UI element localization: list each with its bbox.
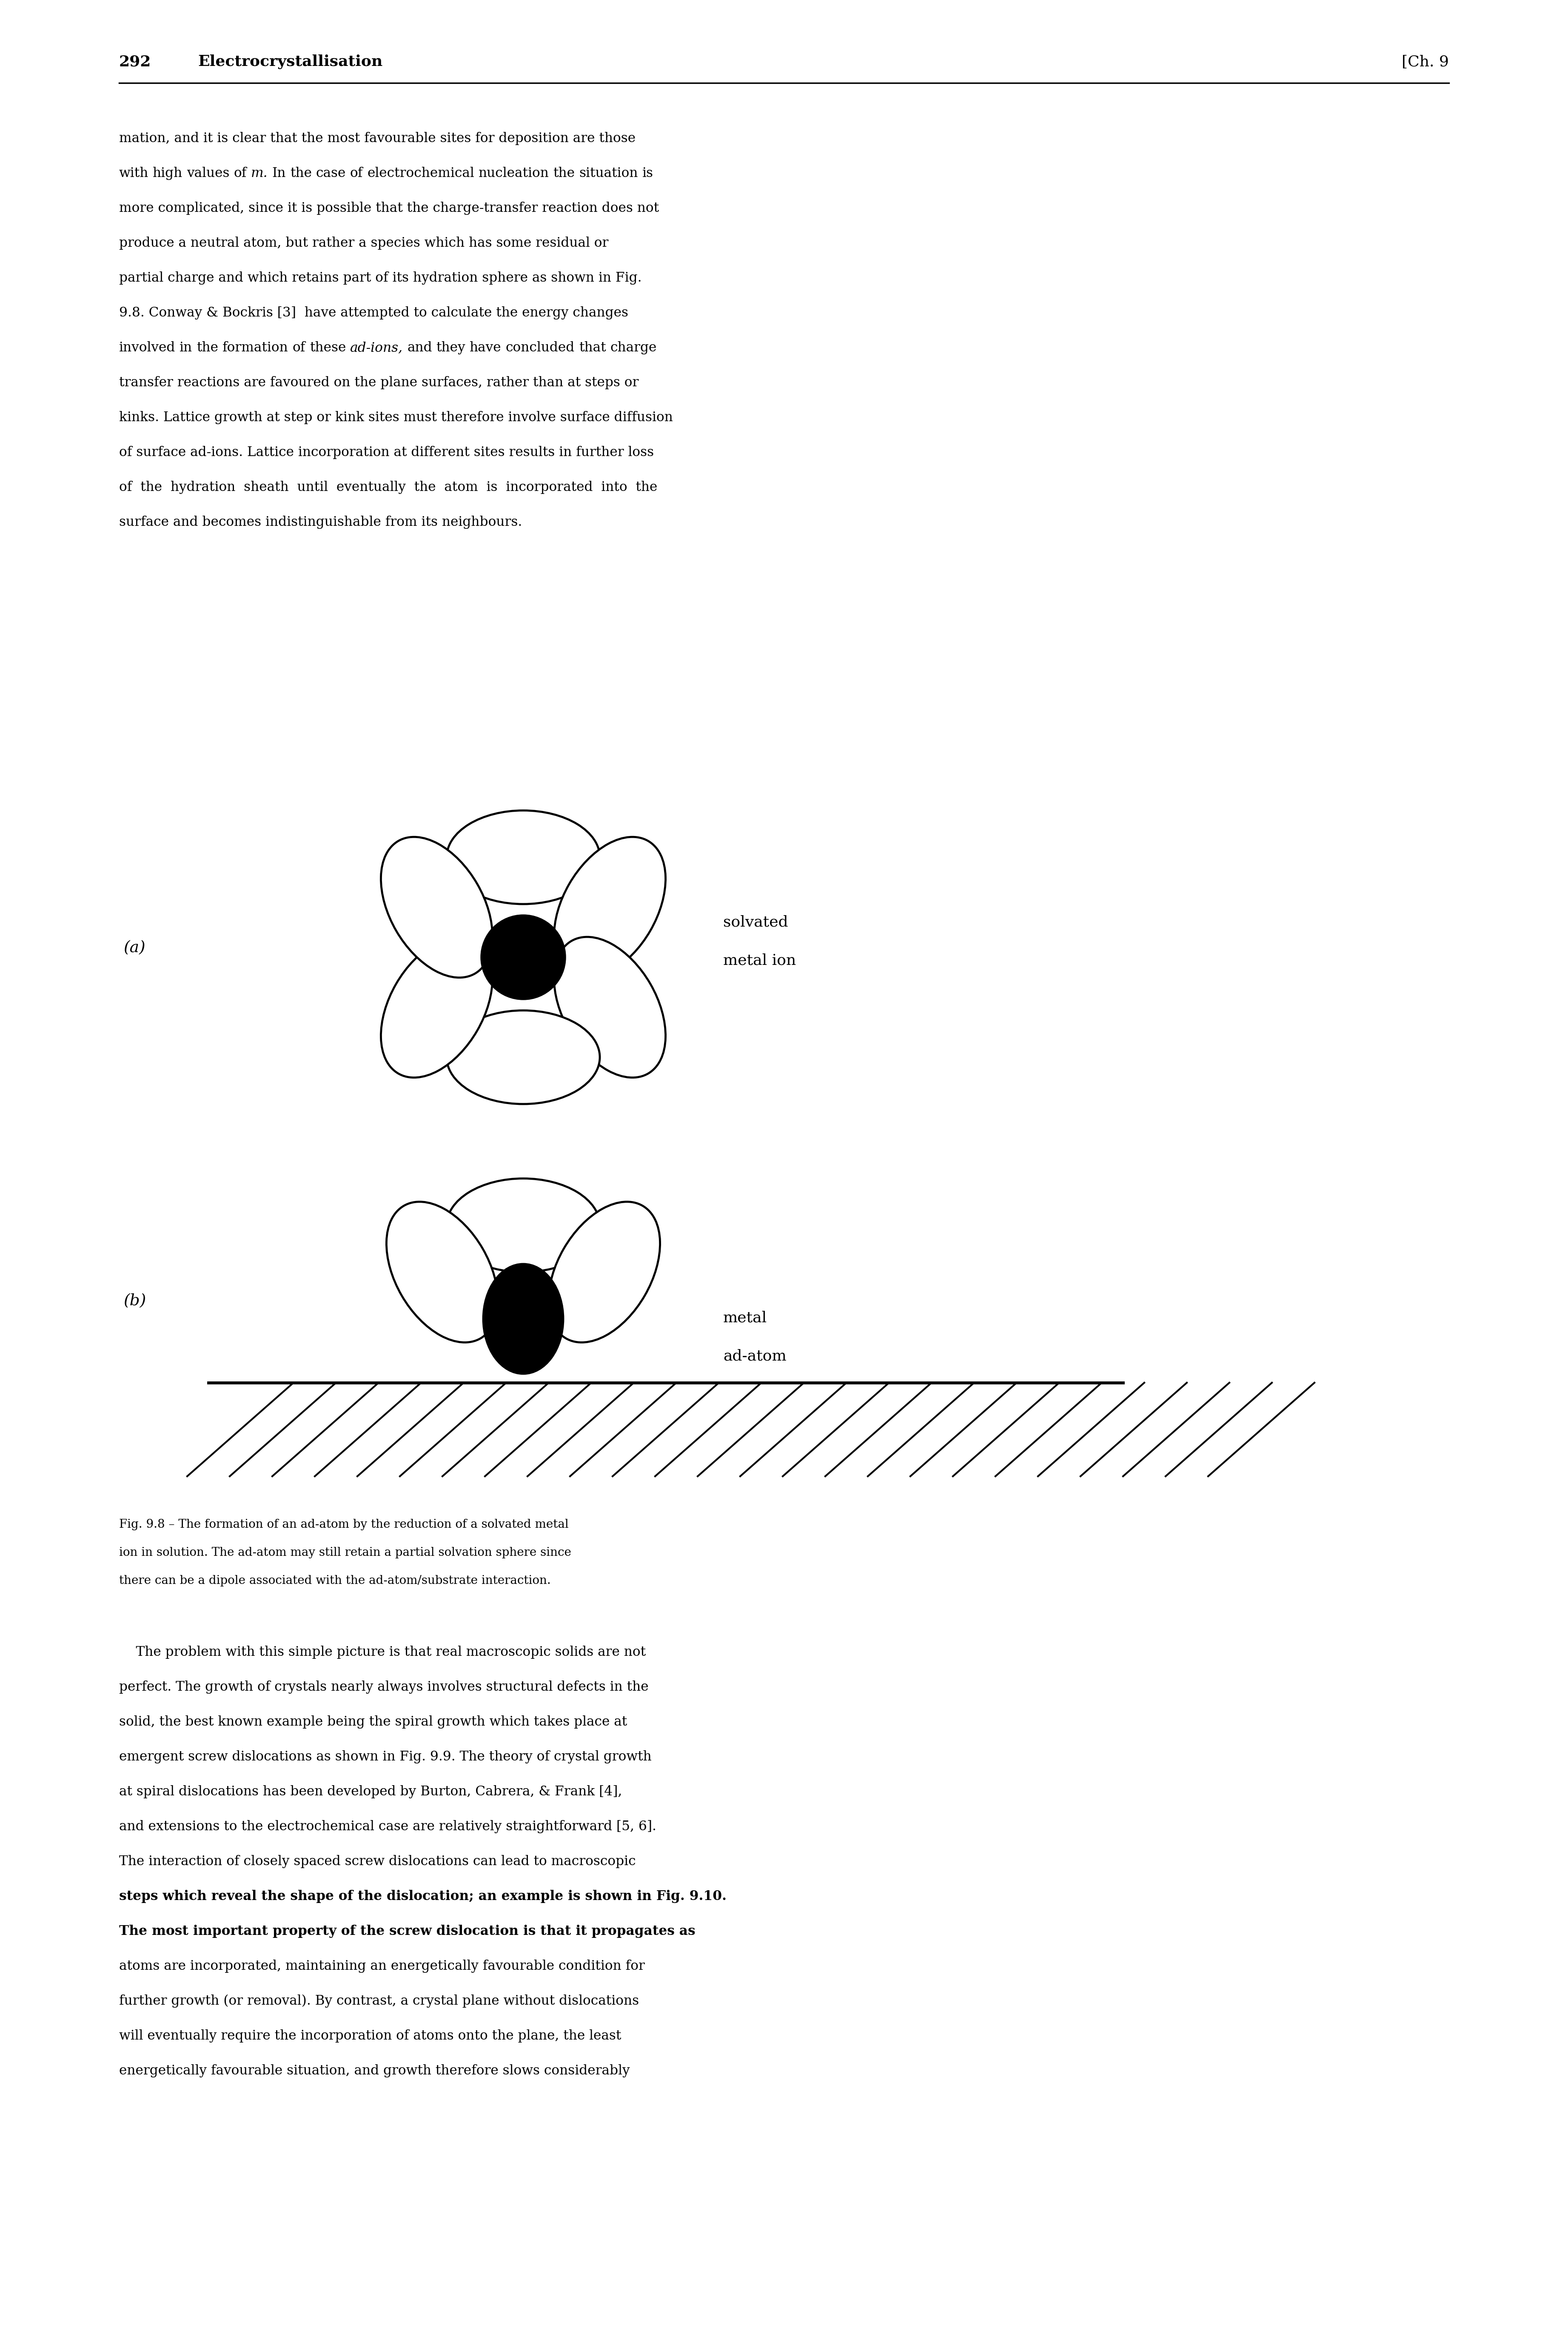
Text: The interaction of closely spaced screw dislocations can lead to macroscopic: The interaction of closely spaced screw … <box>119 1855 635 1869</box>
Text: atoms are incorporated, maintaining an energetically favourable condition for: atoms are incorporated, maintaining an e… <box>119 1961 644 1972</box>
Text: emergent screw dislocations as shown in Fig. 9.9. The theory of crystal growth: emergent screw dislocations as shown in … <box>119 1749 652 1763</box>
Text: (b): (b) <box>124 1293 146 1310</box>
Text: metal: metal <box>723 1310 767 1326</box>
Text: solid, the best known example being the spiral growth which takes place at: solid, the best known example being the … <box>119 1716 627 1728</box>
Text: the: the <box>196 341 218 355</box>
Text: Electrocrystallisation: Electrocrystallisation <box>198 54 383 68</box>
Text: situation: situation <box>579 167 638 181</box>
Text: surface and becomes indistinguishable from its neighbours.: surface and becomes indistinguishable fr… <box>119 515 522 529</box>
Ellipse shape <box>447 811 601 905</box>
Text: the: the <box>554 167 575 181</box>
Text: m.: m. <box>251 167 268 181</box>
Text: [Ch. 9: [Ch. 9 <box>1402 54 1449 68</box>
Text: electrochemical: electrochemical <box>367 167 474 181</box>
Text: case: case <box>315 167 347 181</box>
Text: ad-ions,: ad-ions, <box>350 341 403 355</box>
Ellipse shape <box>554 938 665 1077</box>
Text: (a): (a) <box>124 940 146 955</box>
Text: The most important property of the screw dislocation is that it propagates as: The most important property of the screw… <box>119 1925 695 1937</box>
Text: charge: charge <box>610 341 657 355</box>
Text: nucleation: nucleation <box>478 167 549 181</box>
Text: of: of <box>234 167 246 181</box>
Text: transfer reactions are favoured on the plane surfaces, rather than at steps or: transfer reactions are favoured on the p… <box>119 376 638 390</box>
Ellipse shape <box>447 1011 601 1105</box>
Text: and: and <box>408 341 433 355</box>
Text: of: of <box>350 167 362 181</box>
Ellipse shape <box>549 1201 660 1342</box>
Ellipse shape <box>381 837 492 978</box>
Text: the: the <box>290 167 312 181</box>
Text: and extensions to the electrochemical case are relatively straightforward [5, 6]: and extensions to the electrochemical ca… <box>119 1820 657 1834</box>
Text: of  the  hydration  sheath  until  eventually  the  atom  is  incorporated  into: of the hydration sheath until eventually… <box>119 480 657 494</box>
Text: there can be a dipole associated with the ad-atom/substrate interaction.: there can be a dipole associated with th… <box>119 1575 550 1587</box>
Text: is: is <box>643 167 654 181</box>
Text: have: have <box>470 341 502 355</box>
Text: involved: involved <box>119 341 176 355</box>
Ellipse shape <box>483 1262 563 1375</box>
Text: 292: 292 <box>119 54 151 68</box>
Text: formation: formation <box>223 341 289 355</box>
Circle shape <box>481 915 566 999</box>
Text: metal ion: metal ion <box>723 952 797 969</box>
Text: further growth (or removal). By contrast, a crystal plane without dislocations: further growth (or removal). By contrast… <box>119 1994 640 2008</box>
Text: 9.8. Conway & Bockris [3]  have attempted to calculate the energy changes: 9.8. Conway & Bockris [3] have attempted… <box>119 306 629 320</box>
Text: ion in solution. The ad-atom may still retain a partial solvation sphere since: ion in solution. The ad-atom may still r… <box>119 1547 571 1559</box>
Text: concluded: concluded <box>505 341 574 355</box>
Text: of surface ad-ions. Lattice incorporation at different sites results in further : of surface ad-ions. Lattice incorporatio… <box>119 447 654 458</box>
Text: produce a neutral atom, but rather a species which has some residual or: produce a neutral atom, but rather a spe… <box>119 237 608 249</box>
Text: with: with <box>119 167 149 181</box>
Text: in: in <box>180 341 193 355</box>
Text: The problem with this simple picture is that real macroscopic solids are not: The problem with this simple picture is … <box>119 1646 646 1660</box>
Text: solvated: solvated <box>723 915 789 929</box>
Ellipse shape <box>554 837 665 978</box>
Ellipse shape <box>381 938 492 1077</box>
Text: ad-atom: ad-atom <box>723 1349 787 1364</box>
Text: mation, and it is clear that the most favourable sites for deposition are those: mation, and it is clear that the most fa… <box>119 132 635 146</box>
Text: Fig. 9.8 – The formation of an ad-atom by the reduction of a solvated metal: Fig. 9.8 – The formation of an ad-atom b… <box>119 1519 569 1531</box>
Text: In: In <box>271 167 285 181</box>
Text: partial charge and which retains part of its hydration sphere as shown in Fig.: partial charge and which retains part of… <box>119 270 641 284</box>
Text: values: values <box>187 167 229 181</box>
Text: steps which reveal the shape of the dislocation; an example is shown in Fig. 9.1: steps which reveal the shape of the disl… <box>119 1890 726 1902</box>
Text: of: of <box>293 341 306 355</box>
Text: at spiral dislocations has been developed by Burton, Cabrera, & Frank [4],: at spiral dislocations has been develope… <box>119 1784 622 1799</box>
Text: that: that <box>579 341 605 355</box>
Text: these: these <box>310 341 347 355</box>
Ellipse shape <box>386 1201 499 1342</box>
Text: perfect. The growth of crystals nearly always involves structural defects in the: perfect. The growth of crystals nearly a… <box>119 1681 649 1693</box>
Text: will eventually require the incorporation of atoms onto the plane, the least: will eventually require the incorporatio… <box>119 2029 621 2043</box>
Text: kinks. Lattice growth at step or kink sites must therefore involve surface diffu: kinks. Lattice growth at step or kink si… <box>119 411 673 423</box>
Ellipse shape <box>447 1178 601 1272</box>
Text: energetically favourable situation, and growth therefore slows considerably: energetically favourable situation, and … <box>119 2064 630 2078</box>
Text: they: they <box>436 341 466 355</box>
Text: high: high <box>152 167 183 181</box>
Text: more complicated, since it is possible that the charge-transfer reaction does no: more complicated, since it is possible t… <box>119 202 659 214</box>
